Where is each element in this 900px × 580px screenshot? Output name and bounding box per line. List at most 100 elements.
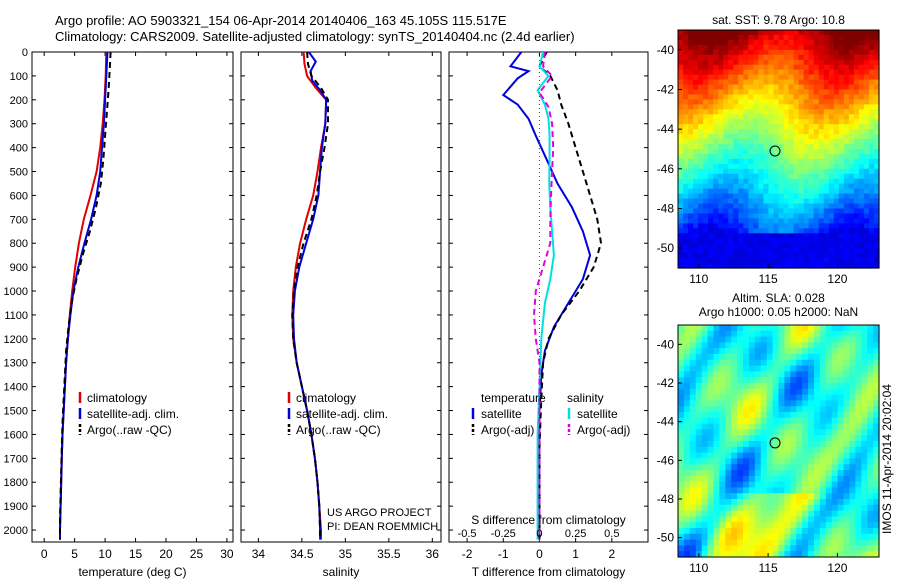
heatmap-cell: [793, 94, 800, 101]
x-axis-label: salinity: [323, 565, 360, 579]
heatmap-cell: [823, 89, 830, 96]
heatmap-cell: [808, 203, 815, 210]
heatmap-cell: [843, 365, 851, 372]
heatmap-cell: [808, 516, 815, 523]
heatmap-cell: [861, 504, 868, 512]
heatmap-cell: [707, 528, 715, 535]
heatmap-cell: [858, 79, 865, 86]
heatmap-cell: [743, 388, 750, 396]
heatmap-cell: [853, 193, 860, 200]
heatmap-cell: [843, 539, 851, 546]
x-tick-label: -1: [498, 547, 509, 561]
heatmap-cell: [698, 94, 704, 101]
heatmap-cell: [723, 39, 729, 46]
heatmap-cell: [813, 452, 821, 459]
heatmap-cell: [743, 223, 749, 229]
heatmap-cell: [837, 516, 845, 523]
heatmap-cell: [713, 114, 719, 120]
heatmap-cell: [803, 59, 810, 66]
x-tick-label: 34: [252, 547, 266, 561]
heatmap-cell: [798, 188, 805, 195]
heatmap-cell: [733, 208, 739, 215]
heatmap-cell: [713, 59, 719, 66]
heatmap-cell: [743, 173, 749, 180]
heatmap-cell: [772, 412, 780, 419]
heatmap-cell: [688, 144, 694, 150]
heatmap-cell: [828, 79, 835, 86]
heatmap-cell: [678, 168, 684, 175]
heatmap-cell: [803, 54, 810, 61]
heatmap-cell: [683, 354, 691, 361]
heatmap-cell: [819, 377, 827, 384]
heatmap-cell: [831, 400, 839, 407]
heatmap-cell: [863, 64, 870, 71]
heatmap-cell: [798, 99, 805, 105]
heatmap-cell: [707, 545, 715, 552]
heatmap-cell: [783, 54, 790, 61]
heatmap-cell: [833, 129, 840, 135]
heatmap-cell: [678, 417, 685, 425]
heatmap-cell: [793, 238, 800, 244]
heatmap-cell: [833, 188, 840, 195]
heatmap-cell: [863, 168, 870, 175]
heatmap-cell: [849, 371, 856, 378]
heatmap-cell: [838, 59, 845, 66]
heatmap-cell: [733, 158, 739, 165]
heatmap-cell: [790, 464, 797, 471]
heatmap-cell: [768, 94, 775, 101]
heatmap-cell: [778, 144, 785, 150]
heatmap-cell: [853, 238, 860, 244]
heatmap-cell: [867, 510, 874, 517]
heatmap-cell: [772, 348, 780, 355]
heatmap-cell: [773, 69, 780, 76]
legend-label: Argo(..raw -QC): [296, 423, 381, 437]
heatmap-cell: [863, 158, 870, 165]
heatmap-cell: [737, 423, 744, 430]
heatmap-cell: [873, 493, 880, 500]
heatmap-cell: [784, 522, 791, 529]
heatmap-cell: [707, 499, 715, 506]
heatmap-cell: [803, 213, 810, 220]
heatmap-cell: [748, 203, 754, 210]
heatmap-cell: [772, 429, 780, 436]
heatmap-cell: [843, 59, 850, 66]
heatmap-cell: [808, 99, 815, 105]
heatmap-cell: [768, 89, 775, 96]
heatmap-cell: [738, 228, 744, 234]
heatmap-cell: [683, 365, 691, 372]
heatmap-cell: [778, 173, 785, 180]
heatmap-cell: [707, 412, 715, 419]
heatmap-cell: [823, 218, 830, 224]
y-tick-label: 100: [10, 71, 28, 83]
heatmap-cell: [718, 119, 724, 125]
heatmap-cell: [707, 493, 715, 500]
heatmap-cell: [766, 504, 774, 512]
heatmap-cell: [818, 39, 825, 46]
heatmap-cell: [819, 365, 827, 372]
heatmap-cell: [819, 539, 827, 546]
heatmap-cell: [803, 208, 810, 215]
heatmap-cell: [867, 359, 874, 367]
heatmap-cell: [861, 354, 868, 361]
heatmap-cell: [838, 114, 845, 120]
heatmap-cell: [748, 223, 754, 229]
heatmap-cell: [701, 441, 709, 448]
heatmap-cell: [707, 464, 715, 471]
heatmap-cell: [743, 359, 750, 367]
heatmap-cell: [737, 539, 744, 546]
heatmap-cell: [833, 94, 840, 101]
heatmap-cell: [763, 64, 770, 71]
heatmap-cell: [713, 354, 720, 361]
heatmap-cell: [833, 183, 840, 190]
heatmap-cell: [698, 168, 704, 175]
heatmap-cell: [868, 238, 875, 244]
heatmap-cell: [858, 263, 865, 269]
heatmap-cell: [863, 258, 870, 264]
heatmap-cell: [843, 325, 851, 332]
heatmap-cell: [858, 208, 865, 215]
heatmap-cell: [788, 178, 795, 185]
heatmap-cell: [837, 388, 845, 396]
heatmap-cell: [707, 365, 715, 372]
heatmap-cell: [678, 377, 685, 384]
heatmap-cell: [678, 178, 684, 185]
